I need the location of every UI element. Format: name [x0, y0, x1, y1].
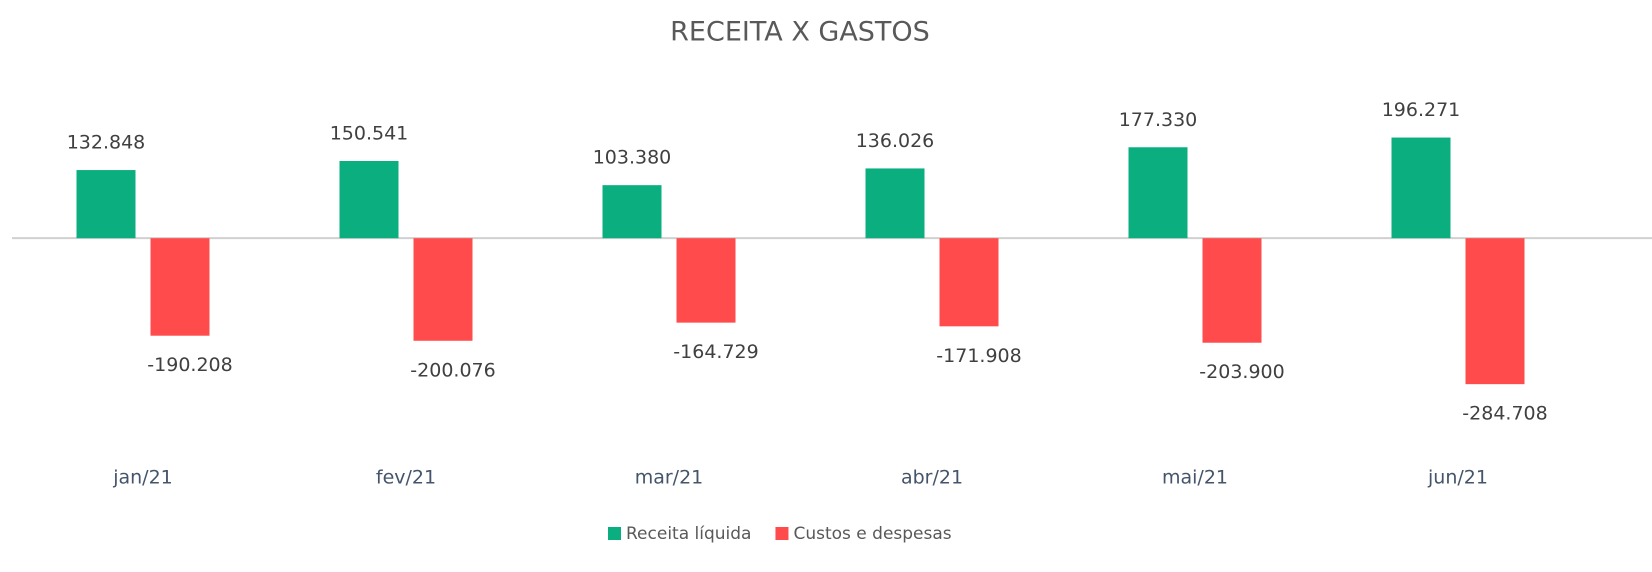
- data-label: 136.026: [856, 130, 935, 152]
- data-label: 150.541: [330, 122, 409, 144]
- chart-title: RECEITA X GASTOS: [670, 17, 930, 48]
- legend-label: Receita líquida: [626, 524, 751, 544]
- x-tick-label: mai/21: [1162, 467, 1228, 489]
- data-label: 177.330: [1119, 109, 1198, 131]
- bar: [339, 160, 399, 239]
- data-label: -203.900: [1199, 361, 1284, 383]
- data-label: 103.380: [593, 147, 672, 169]
- data-label: 132.848: [67, 132, 146, 154]
- x-tick-label: jun/21: [1427, 467, 1488, 489]
- x-tick-label: abr/21: [901, 467, 963, 489]
- data-label: -200.076: [410, 359, 495, 381]
- bar: [150, 238, 210, 336]
- legend-swatch: [775, 527, 789, 540]
- legend-swatch: [608, 527, 621, 540]
- data-label: -284.708: [1462, 403, 1547, 425]
- bar: [602, 185, 662, 239]
- bar: [1391, 137, 1451, 239]
- bar: [676, 238, 736, 323]
- bar: [1465, 238, 1525, 385]
- data-label: 196.271: [1382, 99, 1461, 121]
- data-label: -164.729: [673, 341, 758, 363]
- x-tick-label: fev/21: [376, 467, 436, 489]
- bar: [1128, 147, 1188, 239]
- data-label: -190.208: [147, 354, 232, 376]
- bar: [939, 238, 999, 327]
- bar: [1202, 238, 1262, 343]
- data-label: -171.908: [936, 345, 1021, 367]
- x-tick-label: mar/21: [635, 467, 704, 489]
- x-tick-label: jan/21: [112, 467, 173, 489]
- legend-label: Custos e despesas: [793, 524, 951, 544]
- bar: [413, 238, 473, 341]
- bar: [865, 168, 925, 239]
- bar: [76, 170, 136, 239]
